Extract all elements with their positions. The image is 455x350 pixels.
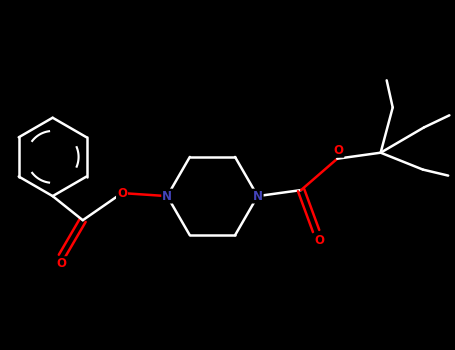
Text: O: O	[57, 257, 67, 270]
Text: N: N	[253, 190, 263, 203]
Text: O: O	[334, 144, 344, 157]
Text: O: O	[314, 233, 324, 247]
Text: O: O	[117, 187, 127, 199]
Text: N: N	[162, 190, 172, 203]
